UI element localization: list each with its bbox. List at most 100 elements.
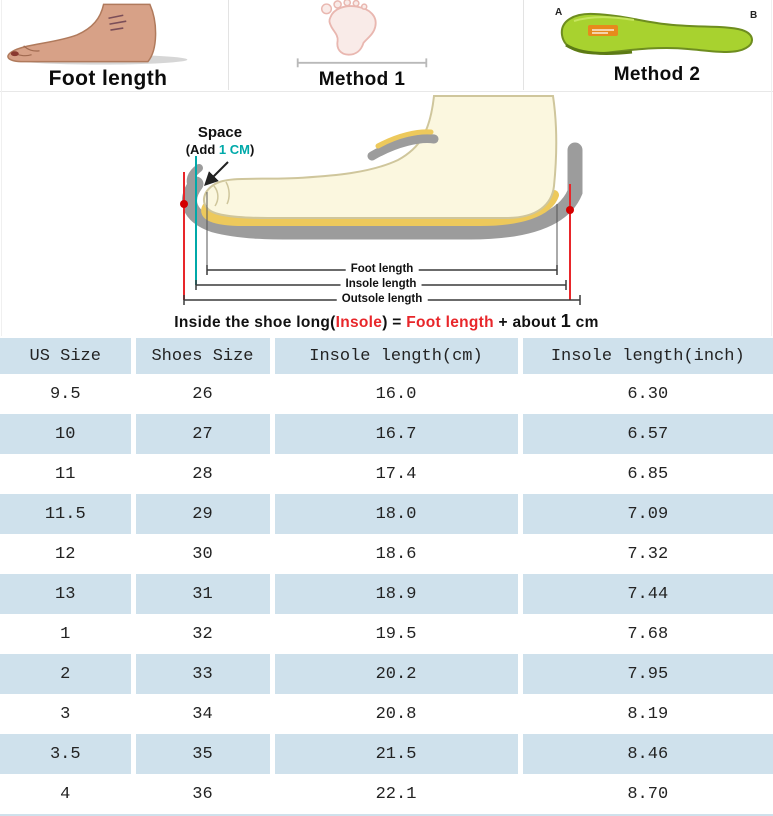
table-cell: 8.70 <box>627 784 669 804</box>
header-shoes-size: Shoes Size <box>133 338 275 374</box>
table-cell: 8.19 <box>627 704 669 724</box>
table-row: 10 27 16.7 6.57 <box>0 414 773 454</box>
tattoo-marks <box>108 14 127 31</box>
table-cell: 2 <box>0 654 136 694</box>
header-insole-cm: Insole length(cm) <box>272 338 523 374</box>
space-add-suffix: ) <box>249 142 255 157</box>
caption-segment: Insole <box>335 314 383 331</box>
point-b-label: B <box>750 10 757 21</box>
caption-segment: 1 <box>560 311 572 331</box>
marker-dot-right <box>566 206 574 214</box>
table-row: 3 34 20.8 8.19 <box>0 694 773 734</box>
table-cell: 18.0 <box>272 494 523 534</box>
insole-illustration: A B <box>555 7 757 56</box>
table-row: 3.5 35 21.5 8.46 <box>0 734 773 774</box>
toe-crease <box>213 181 230 207</box>
point-a-label: A <box>555 7 562 18</box>
foot-length-label: Foot length <box>48 67 168 90</box>
banner-cell-method1: Method 1 <box>253 0 471 91</box>
table-cell: 8.46 <box>520 734 773 774</box>
measure-label-outsole-length: Outsole length <box>336 292 428 307</box>
banner-divider <box>523 0 524 90</box>
toe-cap <box>186 164 203 191</box>
insole-highlight <box>573 16 635 22</box>
header-us-size: US Size <box>0 338 136 374</box>
caption-segment: Inside the shoe long( <box>174 314 336 331</box>
table-cell: 20.8 <box>272 694 523 734</box>
banner-divider <box>228 0 229 90</box>
shoe-cross-section-svg <box>180 95 583 305</box>
banner-cell-foot-length: Foot length <box>2 2 214 91</box>
caption-segment: cm <box>571 314 599 331</box>
table-cell: 11.5 <box>0 494 136 534</box>
toe-circle <box>333 0 342 9</box>
measure-label-insole-length: Insole length <box>340 277 422 292</box>
table-row: 13 31 18.9 7.44 <box>0 574 773 614</box>
collar-band <box>367 134 439 161</box>
table-cell: 16.7 <box>272 414 523 454</box>
table-cell: 13 <box>0 574 136 614</box>
table-header-row: US Size Shoes Size Insole length(cm) Ins… <box>0 338 773 374</box>
table-row: 1 32 19.5 7.68 <box>0 614 773 654</box>
table-cell: 7.44 <box>520 574 773 614</box>
banner: Foot length Method 1 <box>0 0 773 92</box>
space-label: Space (Add 1 CM) <box>150 124 290 158</box>
space-arrow <box>204 161 229 186</box>
table-cell: 11 <box>0 454 136 494</box>
table-cell: 7.09 <box>520 494 773 534</box>
table-cell: 3 <box>0 694 136 734</box>
table-cell: 10 <box>0 414 136 454</box>
table-cell: 1 <box>0 614 136 654</box>
toenail <box>10 51 19 57</box>
space-title: Space <box>197 124 243 141</box>
measure-label-foot-length: Foot length <box>345 262 419 277</box>
space-add-text: (Add 1 CM) <box>150 142 290 158</box>
table-cell: 6.30 <box>627 384 669 404</box>
caption-segment: ) = <box>382 314 407 331</box>
space-add-value: 1 CM <box>218 142 250 157</box>
table-cell: 17.4 <box>272 454 523 494</box>
table-cell: 21.5 <box>272 734 523 774</box>
table-row: 9.5 26 16.0 6.30 <box>0 374 773 414</box>
caption-segment: + about <box>493 314 561 331</box>
toe-circle <box>343 0 352 7</box>
table-cell: 12 <box>0 534 136 574</box>
size-table-body: 9.5 26 16.0 6.30 10 27 16.7 6.57 11 28 17.4 6.85 11.… <box>0 374 773 814</box>
left-frame-line <box>1 0 2 336</box>
table-row: 4 36 22.1 8.70 <box>0 774 773 814</box>
table-cell: 6.85 <box>627 464 669 484</box>
size-table: US Size Shoes Size Insole length(cm) Ins… <box>0 338 773 814</box>
table-cell: 22.1 <box>272 774 523 814</box>
caption-segment: Foot length <box>406 314 494 331</box>
insole-caption: Inside the shoe long(Insole) = Foot leng… <box>0 311 773 332</box>
insole-shape <box>560 12 753 55</box>
table-cell: 30 <box>133 534 275 574</box>
banner-cell-method2: A B Method 2 <box>543 5 771 86</box>
table-cell: 6.57 <box>520 414 773 454</box>
table-cell: 19.5 <box>272 614 523 654</box>
insole-logo-text-lines <box>592 29 614 34</box>
header-insole-inch: Insole length(inch) <box>520 338 773 374</box>
outsole-shape <box>182 142 583 240</box>
space-add-prefix: (Add <box>185 142 219 157</box>
toe-circle <box>352 0 360 7</box>
table-cell: 9.5 <box>0 374 136 414</box>
banner-bottom-line <box>0 91 773 92</box>
table-cell: 31 <box>133 574 275 614</box>
table-cell: 3.5 <box>0 734 136 774</box>
table-row: 11 28 17.4 6.85 <box>0 454 773 494</box>
table-cell: 36 <box>133 774 275 814</box>
method2-label: Method 2 <box>613 64 701 85</box>
table-cell: 4 <box>0 774 136 814</box>
table-cell: 34 <box>133 694 275 734</box>
measuring-line <box>296 58 428 68</box>
footprint-illustration <box>296 0 428 68</box>
insole-bottom-edge <box>565 43 633 56</box>
table-cell: 20.2 <box>272 654 523 694</box>
table-cell: 28 <box>133 454 275 494</box>
table-row: 2 33 20.2 7.95 <box>0 654 773 694</box>
marker-dot-left <box>180 200 188 208</box>
table-cell: 35 <box>133 734 275 774</box>
foot-shape <box>7 3 157 63</box>
